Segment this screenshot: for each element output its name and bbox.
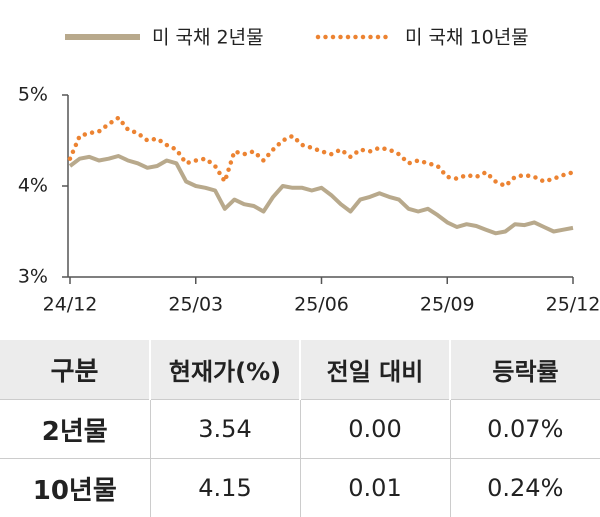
y-tick-label: 5%	[18, 84, 48, 106]
legend-label: 미 국채 2년물	[152, 27, 264, 49]
cell: 0.01	[300, 459, 450, 517]
y-tick-label: 3%	[18, 266, 48, 288]
cell: 10년물	[0, 459, 150, 517]
x-tick-label: 25/06	[294, 294, 349, 316]
x-tick-label: 25/09	[420, 294, 475, 316]
x-tick-label: 25/12	[546, 294, 600, 316]
y-tick-label: 4%	[18, 175, 48, 197]
x-tick-label: 24/12	[43, 294, 98, 316]
chart: 3% 4% 5% 24/12 25/03 25/06 25/09 25/12 미 국채 2년물 미…	[0, 0, 600, 336]
series-line	[70, 156, 573, 233]
cell: 3.54	[150, 400, 300, 459]
cell: 0.07%	[450, 400, 600, 459]
x-tick-label: 25/03	[168, 294, 223, 316]
page: 3% 4% 5% 24/12 25/03 25/06 25/09 25/12 미 국채 2년물 미…	[0, 0, 600, 504]
cell: 2년물	[0, 400, 150, 459]
series-line	[70, 118, 573, 186]
header-row: 구분 현재가(%) 전일 대비 등락률	[0, 340, 600, 400]
cell: 0.00	[300, 400, 450, 459]
row: 2년물 3.54 0.00 0.07%	[0, 400, 600, 459]
row: 10년물 4.15 0.01 0.24%	[0, 459, 600, 517]
header-cell: 등락률	[450, 340, 600, 400]
price-table: 구분 현재가(%) 전일 대비 등락률 2년물 3.54 0.00 0.07% …	[0, 340, 600, 517]
cell: 0.24%	[450, 459, 600, 517]
legend-label: 미 국채 10년물	[405, 27, 529, 49]
header-cell: 현재가(%)	[150, 340, 300, 400]
header-cell: 구분	[0, 340, 150, 400]
cell: 4.15	[150, 459, 300, 517]
header-cell: 전일 대비	[300, 340, 450, 400]
